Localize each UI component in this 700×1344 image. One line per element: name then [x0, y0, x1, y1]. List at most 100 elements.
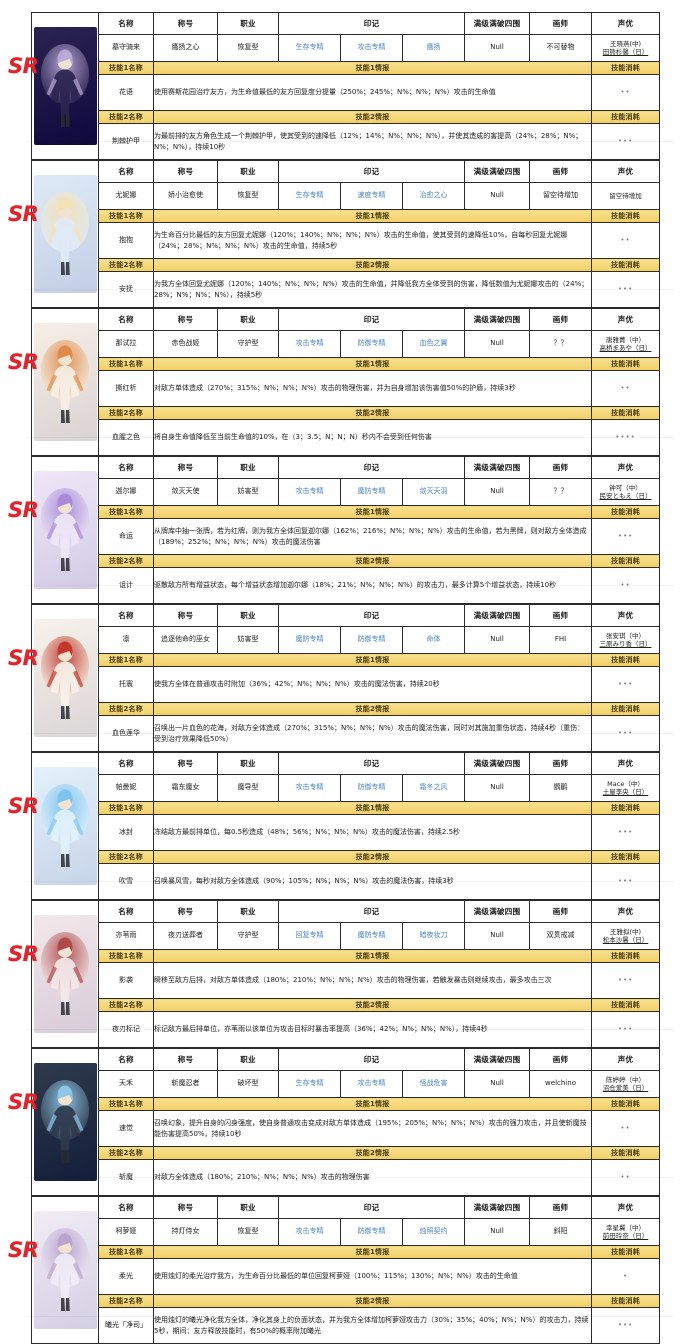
character-mark-1[interactable]: 魔防专精: [278, 626, 341, 654]
character-table: 名称 称号 职业 印记 满级满破四围 画师 声优 墓守骑来 鹰扬之心 恢复型 生…: [31, 12, 661, 160]
skill1-cost-label: 技能消耗: [591, 505, 661, 519]
header-name: 名称: [98, 604, 154, 627]
header-artist: 画师: [529, 12, 593, 35]
skill2-cost: ••: [591, 567, 661, 604]
character-mark-3[interactable]: 血色之翼: [401, 330, 466, 358]
character-mark-3[interactable]: 烛照契约: [401, 1218, 466, 1246]
va-cn-line: 钟可（中）: [609, 483, 642, 492]
header-title: 称号: [153, 1196, 218, 1219]
character-stats: Null: [464, 774, 531, 802]
skill1-cost-label: 技能消耗: [591, 949, 661, 963]
skill1-description: 使我方全体在普通攻击时附加（36%；42%；N%；N%；N%）攻击的魔法伤害，持…: [152, 666, 593, 703]
character-artist: 双贯戒减: [529, 922, 593, 950]
skill2-description: 为我方全体回复尤妮娜（120%；140%；N%；N%；N%）攻击的生命值，并降低…: [152, 271, 593, 308]
character-mark-1[interactable]: 攻击专精: [278, 330, 341, 358]
character-portrait-cell[interactable]: [31, 1196, 99, 1344]
character-stats: Null: [464, 1070, 531, 1098]
character-portrait: [33, 619, 97, 737]
scan-artifact: [26, 1316, 674, 1317]
character-mark-3[interactable]: 命体: [401, 626, 466, 654]
character-mark-3[interactable]: 鹰扬: [401, 34, 466, 62]
character-mark-2[interactable]: 攻击专精: [340, 34, 403, 62]
character-portrait-cell[interactable]: [31, 604, 99, 752]
header-stats: 满级满破四围: [464, 1196, 531, 1219]
header-name: 名称: [98, 1196, 154, 1219]
skill2-desc-label: 技能2情报: [152, 702, 593, 716]
header-name: 名称: [98, 12, 154, 35]
header-stats: 满级满破四围: [464, 308, 531, 331]
header-va: 声优: [591, 604, 661, 627]
character-mark-1[interactable]: 生存专精: [278, 1070, 341, 1098]
character-portrait-cell[interactable]: [31, 456, 99, 604]
character-portrait-cell[interactable]: [31, 160, 99, 308]
character-title: 娇小治愈使: [153, 182, 218, 210]
table-header-row: 名称 称号 职业 印记 满级满破四围 画师 声优: [31, 308, 661, 456]
character-mark-2[interactable]: 魔防专精: [340, 478, 403, 506]
character-table: 名称 称号 职业 印记 满级满破四围 画师 声优 那试拉 赤色战姬 守护型 攻击…: [31, 308, 661, 456]
skill2-description: 驱散敌方所有增益状态，每个增益状态增加迦尔娜（18%；21%；N%；N%；N%）…: [152, 567, 593, 604]
character-name: 柯萝娅: [98, 1218, 154, 1246]
skill2-label-row: 技能2名称 技能2情报 技能消耗: [32, 258, 661, 272]
character-portrait-cell[interactable]: [31, 308, 99, 456]
header-name: 名称: [98, 900, 154, 923]
character-artist: ？？: [529, 478, 593, 506]
character-table: 名称 称号 职业 印记 满级满破四围 画师 声优 亦苇雨 夜刃送葬者 守护型 回…: [31, 900, 661, 1048]
character-stats: Null: [464, 330, 531, 358]
table-header-row: 名称 称号 职业 印记 满级满破四围 画师 声优: [31, 900, 661, 1048]
character-mark-3[interactable]: 治愈之心: [401, 182, 466, 210]
character-artist: 留空待增加: [529, 182, 593, 210]
character-mark-1[interactable]: 生存专精: [278, 34, 341, 62]
character-mark-3[interactable]: 暗夜妆刀: [401, 922, 466, 950]
character-table: 名称 称号 职业 印记 满级满破四围 画师 声优 柯萝娅 持灯侍女 恢复型 攻击…: [31, 1196, 661, 1344]
header-stats: 满级满破四围: [464, 752, 531, 775]
skill1-body-row: 柔光 使用烛灯的柔光治疗我方，为生命百分比最低的单位回复柯萝娅（100%；115…: [32, 1258, 661, 1295]
character-name: 凛: [98, 626, 154, 654]
character-mark-2[interactable]: 攻击专精: [340, 1070, 403, 1098]
character-name: 尤妮娜: [98, 182, 154, 210]
skill1-name: 柔光: [98, 1258, 154, 1295]
character-portrait-cell[interactable]: [31, 12, 99, 160]
skill2-cost: •••: [591, 715, 661, 752]
skill2-cost-label: 技能消耗: [591, 998, 661, 1012]
character-mark-2[interactable]: 防御专精: [340, 774, 403, 802]
header-marks: 印记: [277, 1196, 466, 1219]
table-header-row: 名称 称号 职业 印记 满级满破四围 画师 声优: [31, 456, 661, 604]
skill1-body-row: 花语 使用赛斯花园治疗友方，为生命值最低的友方回复度分提量（250%；245%；…: [32, 74, 661, 111]
character-job: 恢复型: [217, 1218, 279, 1246]
header-va: 声优: [591, 1048, 661, 1071]
character-mark-2[interactable]: 防御专精: [340, 330, 403, 358]
character-portrait-cell[interactable]: [31, 752, 99, 900]
character-mark-1[interactable]: 生存专精: [278, 182, 341, 210]
character-stat-row: 迦尔娜 敛灭天使 妨害型 攻击专精 魔防专精 敛灭天羽 Null ？？ 钟可（中…: [32, 478, 661, 506]
character-portrait-cell[interactable]: [31, 900, 99, 1048]
character-mark-3[interactable]: 霜冬之风: [401, 774, 466, 802]
character-title: 鹰扬之心: [153, 34, 218, 62]
header-artist: 画师: [529, 900, 593, 923]
skill2-cost: •••: [591, 863, 661, 900]
scan-artifact: [26, 733, 674, 734]
character-mark-1[interactable]: 攻击专精: [278, 1218, 341, 1246]
header-marks: 印记: [277, 604, 466, 627]
skill1-name-label: 技能1名称: [98, 653, 154, 667]
character-table: 名称 称号 职业 印记 满级满破四围 画师 声优 凛 追逐他命的巫女 妨害型 魔…: [31, 604, 661, 752]
character-stat-row: 凛 追逐他命的巫女 妨害型 魔防专精 防御专精 命体 Null FHI 张安琪（…: [32, 626, 661, 654]
skill1-name: 冰封: [98, 814, 154, 851]
character-portrait-cell[interactable]: [31, 1048, 99, 1196]
header-artist: 画师: [529, 160, 593, 183]
character-mark-1[interactable]: 回复专精: [278, 922, 341, 950]
skill1-name: 影袭: [98, 962, 154, 999]
header-title: 称号: [153, 900, 218, 923]
character-mark-2[interactable]: 速度专精: [340, 182, 403, 210]
character-artist: welchino: [529, 1070, 593, 1098]
character-mark-3[interactable]: 敛灭天羽: [401, 478, 466, 506]
character-mark-2[interactable]: 防御专精: [340, 626, 403, 654]
skill2-body-row: 荆棘护甲 为最前排的友方角色生成一个荆棘护甲，使其受到的速降低（12%；14%；…: [32, 123, 661, 160]
character-mark-1[interactable]: 攻击专精: [278, 774, 341, 802]
character-mark-3[interactable]: 怪战危害: [401, 1070, 466, 1098]
va-cn-line: 幸星冀（中）: [606, 1223, 646, 1232]
character-mark-2[interactable]: 防御专精: [340, 1218, 403, 1246]
skill2-cost-label: 技能消耗: [591, 110, 661, 124]
character-mark-2[interactable]: 魔防专精: [340, 922, 403, 950]
character-mark-1[interactable]: 攻击专精: [278, 478, 341, 506]
skill2-name-label: 技能2名称: [98, 702, 154, 716]
